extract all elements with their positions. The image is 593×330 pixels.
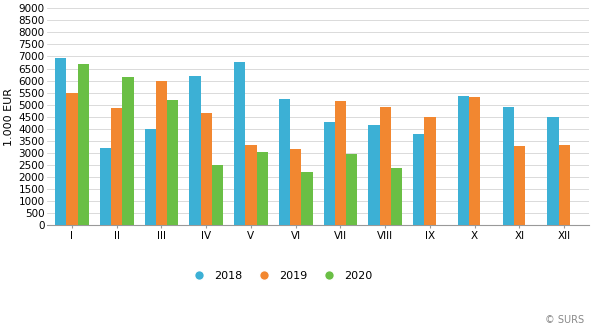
Bar bbox=[425, 117, 436, 225]
Bar bbox=[156, 81, 167, 225]
Bar bbox=[391, 168, 402, 225]
Bar bbox=[234, 62, 246, 225]
Bar bbox=[111, 108, 122, 225]
Bar bbox=[458, 96, 469, 225]
Bar bbox=[559, 145, 570, 225]
Bar bbox=[55, 58, 66, 225]
Bar bbox=[380, 107, 391, 225]
Bar bbox=[503, 107, 514, 225]
Bar bbox=[122, 77, 133, 225]
Y-axis label: 1.000 EUR: 1.000 EUR bbox=[4, 88, 14, 146]
Bar bbox=[145, 129, 156, 225]
Bar bbox=[301, 172, 313, 225]
Bar bbox=[324, 122, 335, 225]
Bar bbox=[413, 134, 425, 225]
Bar bbox=[167, 100, 178, 225]
Bar bbox=[257, 152, 268, 225]
Bar bbox=[200, 113, 212, 225]
Bar bbox=[279, 99, 290, 225]
Bar bbox=[246, 145, 257, 225]
Bar bbox=[290, 149, 301, 225]
Bar bbox=[189, 76, 200, 225]
Bar bbox=[547, 117, 559, 225]
Bar bbox=[514, 146, 525, 225]
Text: © SURS: © SURS bbox=[545, 315, 584, 325]
Bar bbox=[100, 148, 111, 225]
Bar bbox=[368, 125, 380, 225]
Bar bbox=[78, 64, 89, 225]
Bar bbox=[212, 165, 223, 225]
Bar bbox=[346, 154, 357, 225]
Bar bbox=[469, 97, 480, 225]
Bar bbox=[66, 93, 78, 225]
Bar bbox=[335, 101, 346, 225]
Legend: 2018, 2019, 2020: 2018, 2019, 2020 bbox=[184, 266, 377, 285]
